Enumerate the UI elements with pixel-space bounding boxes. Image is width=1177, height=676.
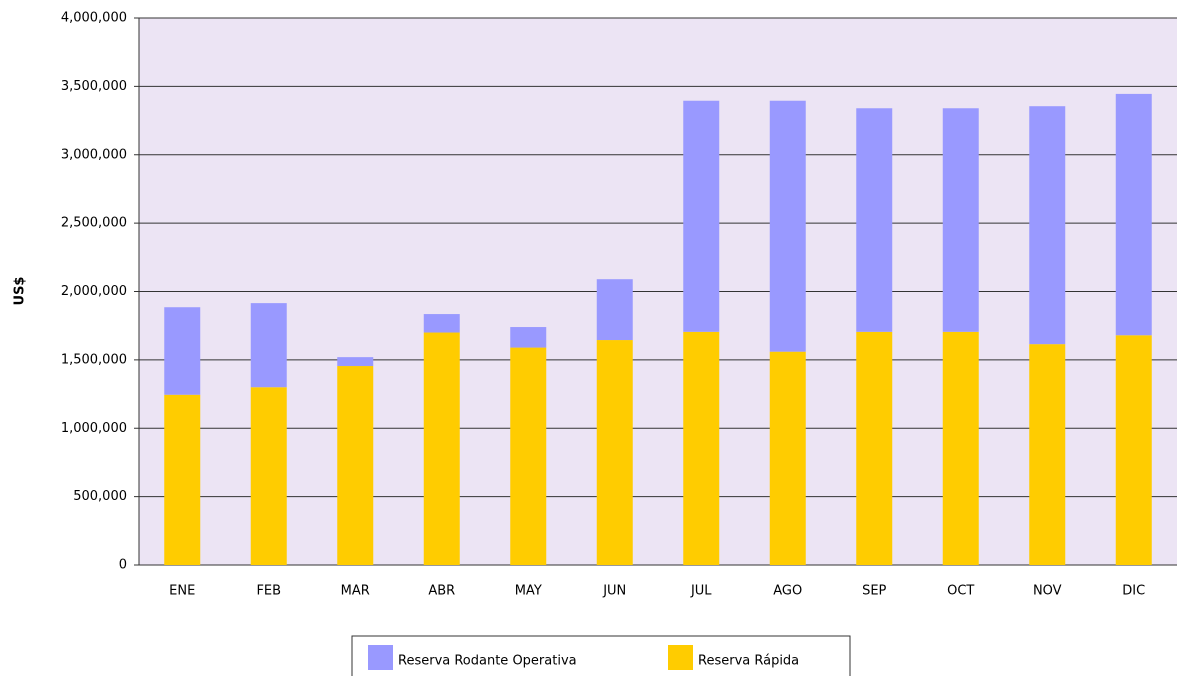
x-tick-label: ENE: [169, 584, 195, 599]
y-tick-label: 3,500,000: [61, 79, 127, 94]
bar-segment: [423, 314, 460, 333]
bar-segment: [769, 351, 806, 565]
y-tick-label: 3,000,000: [61, 147, 127, 162]
bar-segment: [942, 108, 979, 332]
bar-segment: [510, 327, 547, 348]
y-tick-label: 4,000,000: [61, 11, 127, 26]
legend-label: Reserva Rápida: [698, 654, 799, 669]
bar-segment: [164, 394, 201, 565]
bar-segment: [856, 331, 893, 565]
y-tick-label: 0: [119, 558, 127, 573]
bar-segment: [337, 357, 374, 367]
legend-swatch: [668, 645, 693, 670]
bar-segment: [423, 332, 460, 565]
x-tick-label: JUL: [690, 584, 712, 599]
bar-segment: [1029, 344, 1066, 565]
y-tick-label: 1,500,000: [61, 352, 127, 367]
bar-segment: [942, 331, 979, 565]
bar-segment: [250, 387, 287, 565]
legend-label: Reserva Rodante Operativa: [398, 654, 577, 669]
x-tick-label: NOV: [1033, 584, 1062, 599]
y-tick-label: 2,000,000: [61, 284, 127, 299]
y-axis-label: US$: [13, 277, 28, 306]
bar-segment: [1029, 106, 1066, 345]
x-tick-label: FEB: [256, 584, 281, 599]
bar-segment: [856, 108, 893, 332]
bar-segment: [769, 100, 806, 352]
y-tick-label: 1,000,000: [61, 421, 127, 436]
bar-segment: [250, 303, 287, 388]
y-tick-label: 2,500,000: [61, 216, 127, 231]
bar-segment: [337, 366, 374, 565]
x-tick-label: DIC: [1122, 584, 1145, 599]
bar-segment: [510, 347, 547, 565]
x-tick-label: JUN: [602, 584, 626, 599]
bar-segment: [164, 307, 201, 395]
legend-box: [351, 635, 851, 676]
x-tick-label: MAR: [341, 584, 370, 599]
bar-segment: [596, 340, 633, 565]
bar-segment: [683, 331, 720, 565]
x-tick-label: MAY: [515, 584, 542, 599]
bar-segment: [1115, 93, 1152, 336]
bar-segment: [596, 279, 633, 341]
x-tick-label: AGO: [773, 584, 802, 599]
x-tick-label: SEP: [862, 584, 886, 599]
x-tick-label: OCT: [947, 584, 974, 599]
bar-segment: [683, 100, 720, 332]
x-tick-label: ABR: [428, 584, 455, 599]
y-tick-label: 500,000: [73, 489, 127, 504]
legend-swatch: [368, 645, 393, 670]
bar-segment: [1115, 335, 1152, 565]
